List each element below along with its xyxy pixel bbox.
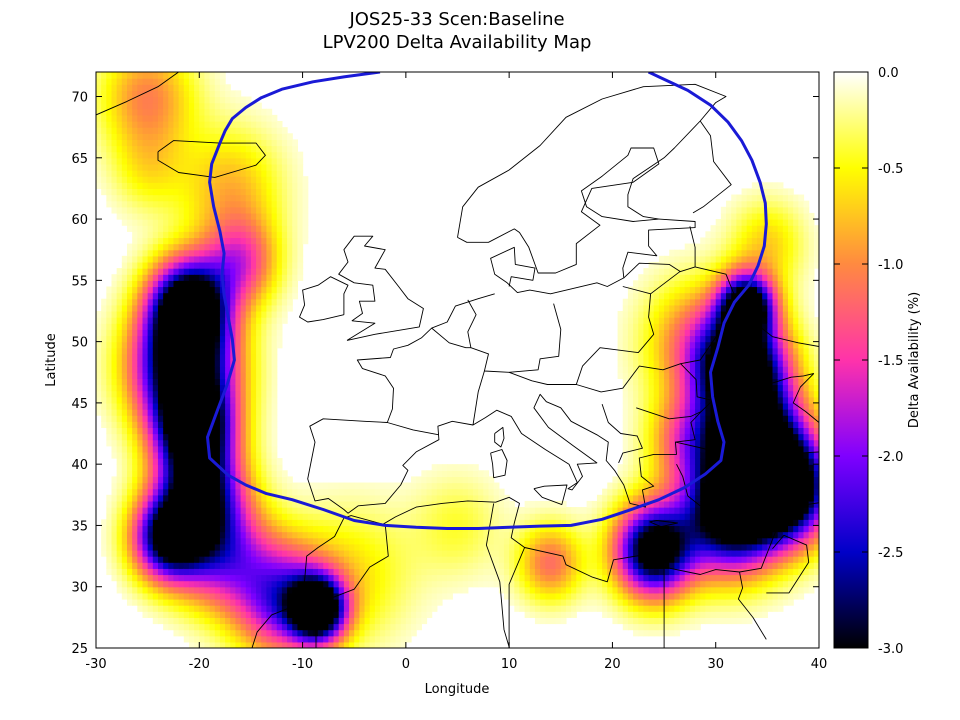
heatmap-layer — [96, 72, 819, 648]
continent-west — [307, 293, 814, 514]
x-axis: -30 -20 -10 0 10 20 30 40 — [85, 72, 827, 672]
y-axis: 25 30 35 40 45 50 55 60 65 70 — [71, 91, 819, 657]
greenland-coast — [96, 72, 179, 116]
levant-borders — [776, 501, 819, 515]
borders-central-1 — [467, 299, 562, 373]
borders-central-11 — [694, 266, 742, 313]
baltic-coast — [490, 218, 696, 295]
borders-central-4 — [472, 370, 485, 426]
borders-central-5 — [508, 286, 655, 385]
y-tick-label: 40 — [71, 458, 88, 473]
y-tick-label: 65 — [71, 152, 88, 167]
levant-borders-2 — [766, 534, 810, 594]
turkey-south — [251, 463, 780, 648]
y-tick-label: 45 — [71, 397, 88, 412]
africa-borders — [315, 614, 357, 648]
x-tick-label: 0 — [402, 657, 410, 672]
x-tick-label: 10 — [501, 657, 518, 672]
y-tick-label: 50 — [71, 336, 88, 351]
ireland — [299, 276, 349, 323]
x-tick-label: 40 — [811, 657, 828, 672]
colorbar-tick-label: -1.0 — [878, 258, 903, 273]
borders-central-12 — [623, 262, 681, 279]
colorbar-tick-label: -1.5 — [878, 354, 903, 369]
borders-central-8 — [601, 403, 643, 464]
sardinia — [490, 449, 508, 479]
heatmap-cells — [96, 72, 819, 648]
colorbar-tick-label: -2.0 — [878, 450, 903, 465]
africa-borders-3 — [485, 503, 510, 648]
x-tick-label: -10 — [292, 657, 313, 672]
y-tick-label: 60 — [71, 213, 88, 228]
colorbar-tick-label: -2.5 — [878, 546, 903, 561]
africa-borders-4 — [508, 547, 526, 648]
service-area-boundary — [206, 72, 768, 530]
finland-russia-border — [692, 120, 732, 214]
y-axis-label: Latitude — [44, 333, 59, 387]
chart-subtitle: LPV200 Delta Availability Map — [323, 32, 592, 53]
borders-central-2 — [431, 327, 471, 349]
borders-central-7 — [636, 407, 702, 420]
x-tick-label: -30 — [85, 657, 106, 672]
colorbar-tick-label: -0.5 — [878, 162, 903, 177]
y-tick-label: 35 — [71, 519, 88, 534]
cyprus — [739, 517, 764, 531]
sinai-redsea — [737, 571, 767, 640]
corsica — [494, 426, 505, 448]
plot-area — [96, 72, 819, 648]
plot-frame — [95, 71, 820, 649]
borders-central-9 — [680, 311, 819, 365]
coastline-layer — [96, 72, 819, 648]
crete — [649, 520, 678, 528]
iceland-outline — [157, 140, 266, 178]
y-tick-label: 30 — [71, 581, 88, 596]
x-tick-label: 20 — [604, 657, 621, 672]
colorbar-tick-label: -3.0 — [878, 642, 903, 657]
colorbar: 0.0 -0.5 -1.0 -1.5 -2.0 -2.5 -3.0 Delta Availa… — [833, 66, 922, 657]
y-tick-label: 55 — [71, 274, 88, 289]
scandinavia-outline — [457, 83, 727, 274]
x-axis-label: Longitude — [425, 682, 490, 697]
colorbar-tick-label: 0.0 — [878, 66, 899, 81]
sicily — [533, 484, 568, 506]
x-tick-label: 30 — [707, 657, 724, 672]
y-tick-label: 25 — [71, 642, 88, 657]
british-isles — [338, 235, 424, 341]
colorbar-label: Delta Availability (%) — [907, 292, 922, 428]
borders-central-6 — [576, 363, 713, 401]
black-sea-north — [792, 373, 819, 452]
x-tick-label: -20 — [189, 657, 210, 672]
y-tick-label: 70 — [71, 91, 88, 106]
colorbar-ticks: 0.0 -0.5 -1.0 -1.5 -2.0 -2.5 -3.0 — [834, 66, 903, 657]
africa-borders-2 — [315, 524, 389, 605]
chart-title: JOS25-33 Scen:Baseline — [348, 9, 564, 30]
borders-central-3 — [387, 422, 439, 436]
turkey-coast — [675, 439, 819, 454]
